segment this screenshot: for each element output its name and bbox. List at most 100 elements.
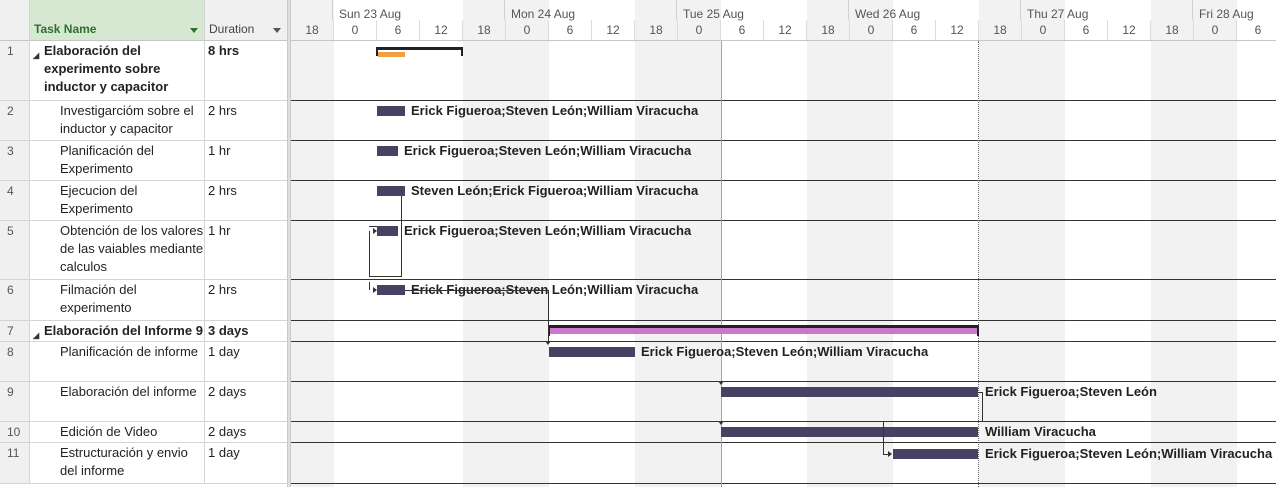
current-date-line	[721, 41, 722, 487]
nonworking-shading	[1151, 0, 1237, 487]
row-id[interactable]: 3	[0, 141, 30, 180]
hour-label: 18	[993, 23, 1007, 37]
duration-cell[interactable]: 1 day	[208, 445, 240, 460]
row-id[interactable]: 9	[0, 382, 30, 421]
task-name-cell[interactable]: Planificación de informe	[30, 342, 205, 381]
duration-cell[interactable]: 2 hrs	[208, 103, 237, 118]
duration-cell[interactable]: 2 hrs	[208, 183, 237, 198]
task-name-cell[interactable]: Estructuración y envio del informe	[30, 443, 205, 483]
row-id[interactable]: 7	[0, 321, 30, 341]
task-bar[interactable]	[377, 226, 398, 236]
task-name-cell[interactable]: ◢ Elaboración del Informe 9	[30, 321, 205, 341]
task-name: Estructuración y envio del informe	[60, 445, 188, 478]
row-id[interactable]: 4	[0, 181, 30, 220]
row-id[interactable]: 2	[0, 101, 30, 140]
hour-label: 12	[606, 23, 620, 37]
hour-label: 0	[523, 23, 531, 37]
collapse-triangle-icon[interactable]: ◢	[33, 331, 40, 340]
summary-bar-cap	[977, 325, 979, 336]
chevron-down-icon[interactable]	[190, 28, 198, 33]
duration-cell[interactable]: 3 days	[208, 323, 249, 338]
task-name-cell[interactable]: Filmación del experimento	[30, 280, 205, 320]
row-id[interactable]: 8	[0, 342, 30, 381]
hour-label: 18	[649, 23, 663, 37]
task-row[interactable]: 10 Edición de Video 2 days	[0, 422, 287, 443]
hour-separator	[1107, 20, 1108, 40]
nonworking-shading	[635, 0, 721, 487]
hour-label: 12	[1122, 23, 1136, 37]
task-bar[interactable]	[377, 106, 405, 116]
task-row[interactable]: 11 Estructuración y envio del informe 1 da…	[0, 443, 287, 484]
row-id[interactable]: 1	[0, 41, 30, 100]
task-row[interactable]: 2 Investigarcióm sobre el inductor y capa…	[0, 101, 287, 141]
task-bar[interactable]	[893, 449, 978, 459]
summary-task-row[interactable]: 1 ◢ Elaboración del experimento sobre indu…	[0, 41, 287, 101]
chevron-down-icon[interactable]	[273, 28, 281, 33]
task-row[interactable]: 4 Ejecucion del Experimento 2 hrs	[0, 181, 287, 221]
task-name-column-header[interactable]: Task Name	[30, 0, 205, 41]
task-bar[interactable]	[377, 146, 398, 156]
resource-names: Erick Figueroa;Steven León;William Virac…	[411, 103, 699, 118]
task-name-cell[interactable]: Elaboración del informe	[30, 382, 205, 421]
hour-separator	[1064, 20, 1065, 40]
row-id[interactable]: 6	[0, 280, 30, 320]
duration-cell[interactable]: 1 day	[208, 344, 240, 359]
task-name-cell[interactable]: Ejecucion del Experimento	[30, 181, 205, 220]
pane-splitter[interactable]	[287, 0, 291, 487]
hour-separator	[1193, 20, 1194, 40]
dependency-link	[401, 196, 402, 276]
task-name-cell[interactable]: Investigarcióm sobre el inductor y capac…	[30, 101, 205, 140]
task-bar[interactable]	[549, 347, 635, 357]
task-row[interactable]: 8 Planificación de informe 1 day	[0, 342, 287, 382]
select-all-corner[interactable]	[0, 0, 30, 41]
hour-separator	[419, 20, 420, 40]
summary-task-row[interactable]: 7 ◢ Elaboración del Informe 9 3 days	[0, 321, 287, 342]
duration-cell[interactable]: 2 hrs	[208, 282, 237, 297]
task-row[interactable]: 5 Obtención de los valores de las vaiable…	[0, 221, 287, 280]
task-bar[interactable]	[721, 387, 978, 397]
summary-progress-bar[interactable]	[549, 328, 977, 334]
link-arrowhead	[373, 287, 377, 293]
hour-label: 6	[394, 23, 402, 37]
duration-column-header[interactable]: Duration	[205, 0, 287, 41]
collapse-triangle-icon[interactable]: ◢	[33, 51, 40, 60]
hour-separator	[1150, 20, 1151, 40]
summary-bar-cap	[461, 47, 463, 56]
hour-separator	[849, 20, 850, 40]
task-bar[interactable]	[721, 427, 978, 437]
summary-bar[interactable]	[548, 325, 978, 328]
row-id[interactable]: 11	[0, 443, 30, 483]
duration-cell[interactable]: 2 days	[208, 424, 247, 439]
task-bar[interactable]	[377, 285, 405, 295]
duration-header-label: Duration	[209, 22, 255, 36]
hour-label: 6	[910, 23, 918, 37]
duration-cell[interactable]: 1 hr	[208, 223, 231, 238]
hour-separator	[677, 20, 678, 40]
task-name-cell[interactable]: ◢ Elaboración del experimento sobre induc…	[30, 41, 205, 100]
hour-label: 6	[1082, 23, 1090, 37]
task-row[interactable]: 6 Filmación del experimento 2 hrs	[0, 280, 287, 321]
task-name: Investigarcióm sobre el inductor y capac…	[60, 103, 194, 136]
summary-bar[interactable]	[376, 47, 463, 50]
row-id[interactable]: 5	[0, 221, 30, 279]
task-row[interactable]: 9 Elaboración del informe 2 days	[0, 382, 287, 422]
duration-cell[interactable]: 1 hr	[208, 143, 231, 158]
row-divider	[291, 421, 1276, 422]
project-finish-line	[978, 41, 979, 487]
hour-label: 18	[477, 23, 491, 37]
summary-progress-bar[interactable]	[378, 52, 405, 57]
row-divider	[291, 442, 1276, 443]
resource-names: Erick Figueroa;Steven León;William Virac…	[404, 223, 692, 238]
hour-label: 12	[434, 23, 448, 37]
nonworking-shading	[291, 0, 334, 487]
task-name-cell[interactable]: Obtención de los valores de las vaiables…	[30, 221, 205, 279]
hour-separator	[376, 20, 377, 40]
task-row[interactable]: 3 Planificación del Experimento 1 hr	[0, 141, 287, 181]
task-bar[interactable]	[377, 186, 405, 196]
duration-cell[interactable]: 2 days	[208, 384, 247, 399]
duration-cell[interactable]: 8 hrs	[208, 43, 240, 58]
task-name-cell[interactable]: Edición de Video	[30, 422, 205, 442]
row-id[interactable]: 10	[0, 422, 30, 442]
day-separator	[848, 0, 849, 20]
task-name-cell[interactable]: Planificación del Experimento	[30, 141, 205, 180]
